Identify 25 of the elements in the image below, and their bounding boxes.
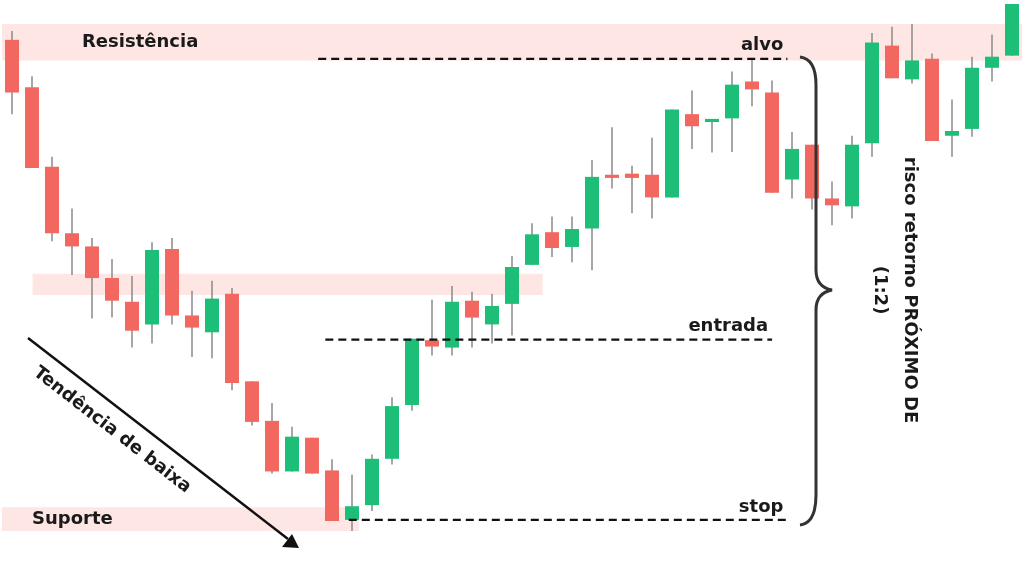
candlestick — [565, 215, 579, 263]
ref-line-label: entrada — [688, 314, 769, 336]
candlestick — [105, 258, 119, 319]
band-label: Resistência — [82, 29, 199, 51]
candlestick — [625, 165, 639, 214]
candlestick — [685, 89, 699, 150]
annotation: risco retorno PRÓXIMO DE (1:2) — [871, 156, 923, 424]
candlestick — [705, 118, 719, 154]
candlestick — [345, 473, 359, 532]
ref-line-label: stop — [738, 494, 784, 516]
candlestick — [545, 215, 559, 258]
ref-line-label: alvo — [740, 33, 784, 55]
candlestick — [465, 290, 479, 349]
candlestick — [825, 180, 839, 227]
candlestick — [905, 23, 919, 85]
candlestick — [985, 33, 999, 83]
candlestick — [185, 289, 199, 358]
candlestick — [485, 293, 499, 345]
candlestick — [425, 298, 439, 357]
band-label: Suporte — [32, 506, 113, 528]
candlestick — [945, 98, 959, 158]
candlestick — [645, 137, 659, 220]
candlestick — [605, 126, 619, 190]
candlestick — [745, 58, 759, 107]
candlestick — [65, 207, 79, 276]
